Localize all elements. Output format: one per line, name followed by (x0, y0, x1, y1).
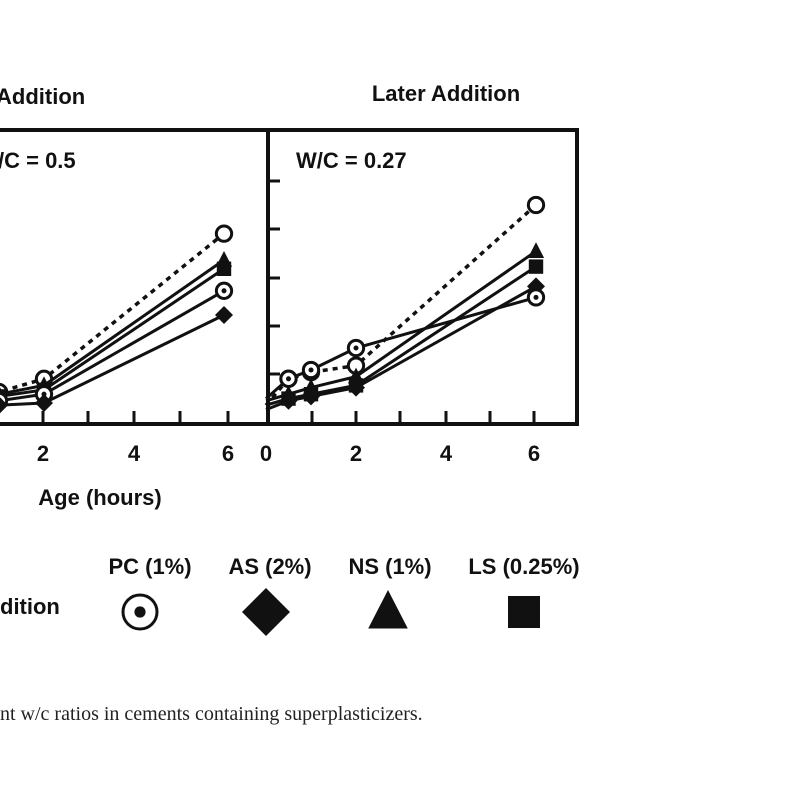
legend-marker-ns-1 (368, 590, 408, 629)
plot-frame (0, 128, 579, 426)
x-tick-label: 4 (440, 441, 453, 466)
left-panel-wc-label: /C = 0.5 (0, 148, 76, 173)
legend-label-ns: NS (1%) (348, 554, 431, 579)
panel1-series-ls-0-25-line (0, 267, 225, 398)
legend-marker-pc-1 (121, 593, 159, 631)
left-panel-plot (0, 224, 234, 414)
panel2-as-2-point (302, 387, 320, 406)
x-axis-label: Age (hours) (38, 485, 161, 510)
legend-row-label: dition (0, 594, 60, 619)
panel1-as-2-point (215, 306, 233, 324)
panel2-dashed-point (526, 195, 546, 215)
panel1-series-dashed-line (0, 232, 226, 394)
right-panel-plot (264, 195, 546, 411)
legend-marker-as-2 (242, 588, 290, 636)
panel2-pc-1-point (279, 369, 298, 388)
legend-marker-ls-0-25 (508, 596, 540, 628)
right-panel-title: Later Addition (372, 81, 520, 106)
panel2-series-dashed-line (264, 203, 538, 407)
panel2-pc-1-point (526, 288, 546, 307)
legend-label-as: AS (2%) (228, 554, 311, 579)
panel2-ls-0-25-point (528, 259, 544, 274)
panel1-series-pc-1-line (0, 289, 225, 403)
x-tick-label: 2 (350, 441, 362, 466)
panel2-as-2-point (347, 378, 365, 397)
figure-caption: nt w/c ratios in cements containing supe… (0, 703, 423, 725)
panel2-pc-1-point (346, 338, 366, 358)
x-tick-label: 6 (222, 441, 234, 466)
panel1-as-2-point (0, 397, 8, 414)
panel1-series-as-2-line (0, 313, 225, 407)
right-panel-wc-label: W/C = 0.27 (296, 148, 407, 173)
x-tick-label: 2 (37, 441, 49, 466)
legend: dition PC (1%) AS (2%) NS (1%) LS (0.25%… (0, 554, 580, 636)
legend-label-pc: PC (1%) (108, 554, 191, 579)
x-tick-label: 6 (528, 441, 540, 466)
panel1-ls-0-25-point (216, 261, 232, 276)
panel1-as-2-point (35, 394, 53, 412)
panel1-pc-1-point (214, 281, 234, 300)
panel2-as-2-point (279, 391, 298, 410)
panel2-ns-1-point (527, 242, 545, 258)
panel1-dashed-point (214, 224, 234, 243)
left-panel-title: Addition (0, 84, 85, 109)
panel2-pc-1-point (301, 360, 321, 380)
panel2-series-pc-1-line (265, 295, 537, 400)
axis-ticks: 2 4 6 0 2 4 6 (37, 179, 540, 466)
legend-label-ls: LS (0.25%) (468, 554, 579, 579)
panel1-series-ns-1-line (0, 258, 225, 396)
x-tick-label: 4 (128, 441, 141, 466)
x-tick-label: 0 (260, 441, 272, 466)
